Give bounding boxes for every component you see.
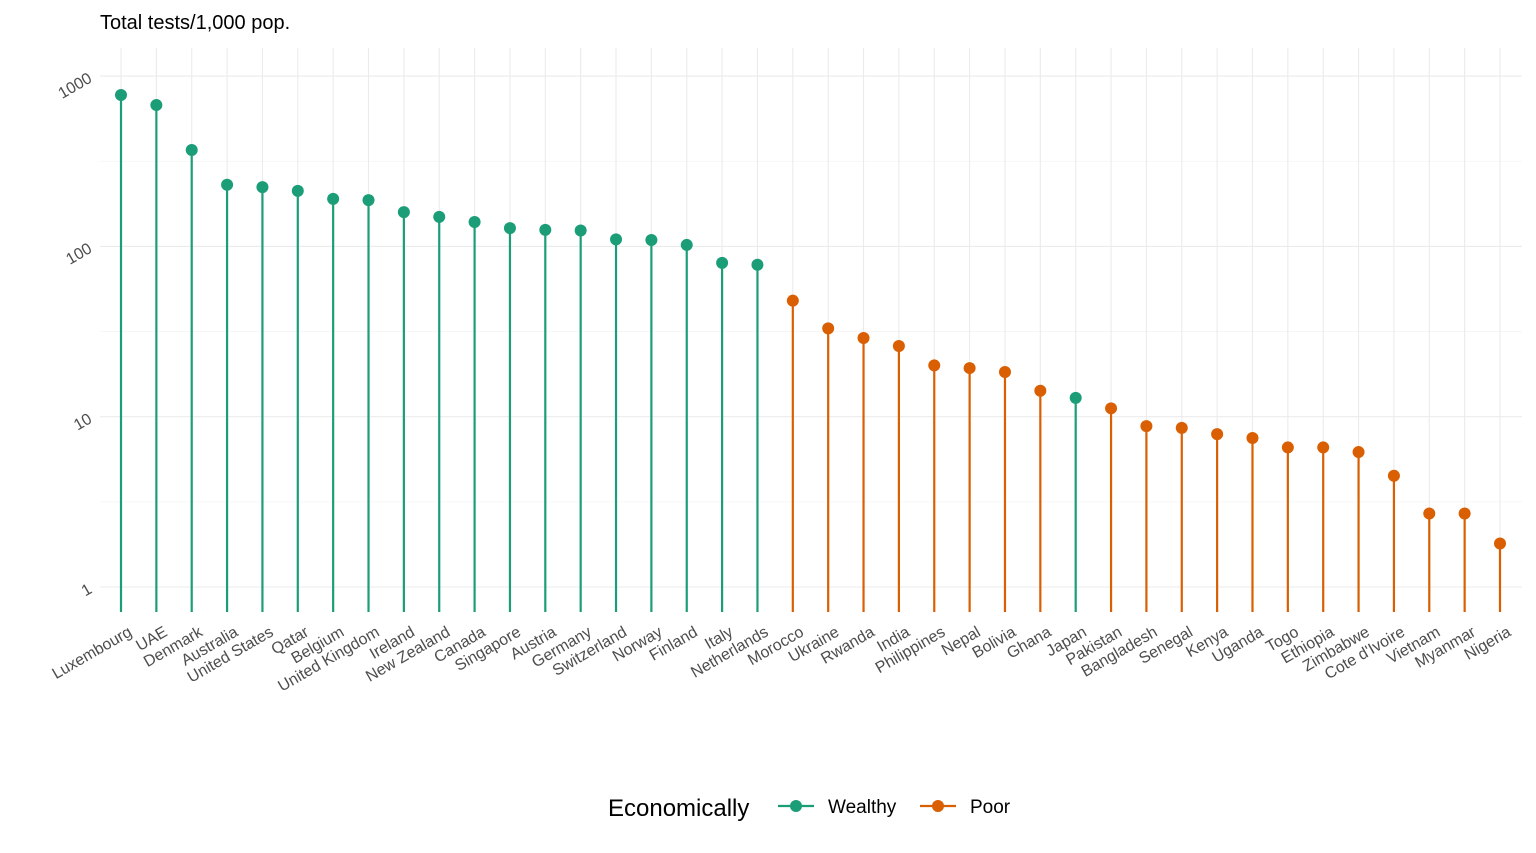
lollipop-point [751,258,764,271]
lollipop-point [433,210,446,223]
legend-key-point [790,800,802,812]
lollipop-point [1246,431,1259,444]
lollipop-point [327,192,340,205]
lollipop-point [256,181,269,194]
lollipop-point [1211,428,1224,441]
lollipop-point [680,238,693,251]
lollipop-point [503,222,516,235]
lollipop-point [1317,441,1330,454]
lollipop-point [362,194,375,207]
lollipop-point [1281,441,1294,454]
lollipop-point [1458,507,1471,520]
legend-label: Poor [970,797,1011,818]
grid [100,48,1522,612]
legend-label: Wealthy [828,797,897,818]
lollipop-point [716,256,729,269]
lollipop-point [1387,469,1400,482]
lollipop-point [1494,537,1506,550]
lollipop-point [468,216,481,229]
lollipop-point [1140,420,1153,433]
lollipop-point [786,294,799,307]
y-tick-label: 100 [63,240,95,268]
lollipop-point [963,362,976,375]
lollipop-point [539,223,552,236]
lollipop-point [998,366,1011,379]
lollipop-point [892,340,905,353]
y-axis-ticks: 1 10 100 1000 [56,70,95,600]
chart-marks [115,89,1506,612]
lollipop-point [291,184,304,197]
lollipop-point [1352,446,1365,459]
lollipop-point [1175,421,1188,434]
lollipop-point [822,322,835,335]
lollipop-point [857,331,870,344]
x-tick-label: Luxembourg [49,624,135,683]
legend-key-point [932,800,944,812]
lollipop-point [645,234,658,247]
lollipop-point [610,233,623,246]
lollipop-point [928,359,941,372]
y-tick-label: 1000 [56,70,95,103]
legend: Economically Wealthy Poor [608,795,1011,822]
legend-title: Economically [608,795,749,822]
lollipop-point [115,89,127,102]
lollipop-point [1034,384,1047,397]
lollipop-point [574,224,587,237]
lollipop-point [221,178,234,191]
lollipop-point [185,144,198,157]
chart-title: Total tests/1,000 pop. [100,12,290,34]
y-tick-label: 1 [79,581,95,600]
y-tick-label: 10 [71,411,95,435]
lollipop-point [397,206,410,219]
lollipop-point [150,99,163,112]
lollipop-point [1105,402,1118,415]
lollipop-point [1069,391,1082,404]
lollipop-point [1423,507,1436,520]
